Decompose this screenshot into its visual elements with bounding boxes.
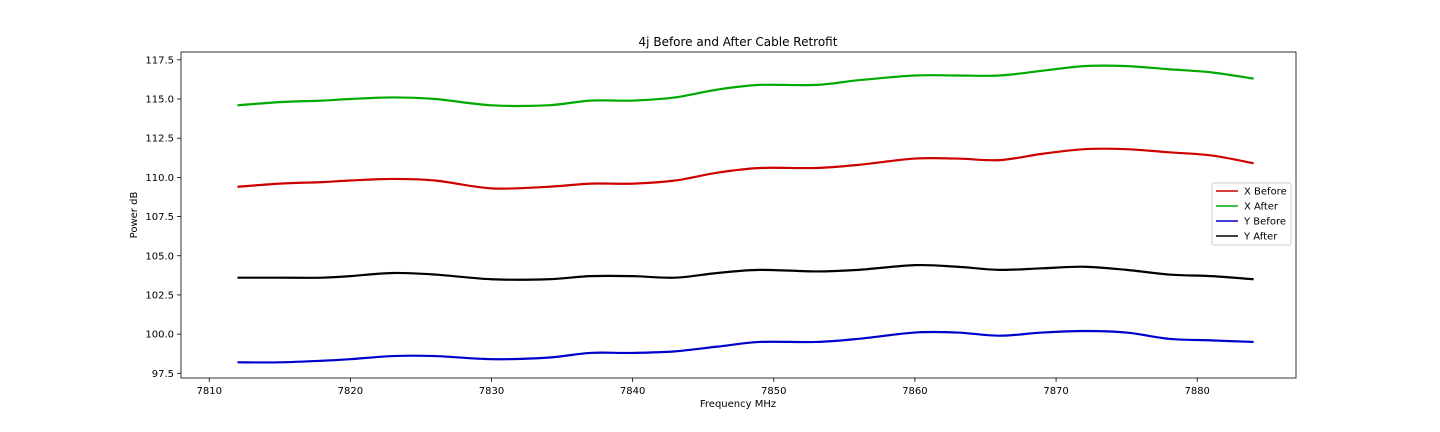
x-tick-label: 7810: [197, 386, 222, 397]
y-tick-label: 100.0: [145, 330, 174, 341]
x-tick-label: 7860: [902, 386, 927, 397]
x-tick-label: 7870: [1043, 386, 1068, 397]
x-axis: 7810 7820 7830 7840 7850 7860 7870 7880: [197, 378, 1210, 397]
x-tick-label: 7850: [761, 386, 786, 397]
y-tick-label: 102.5: [145, 290, 174, 301]
y-tick-label: 97.5: [152, 369, 174, 380]
plot-background: [181, 52, 1296, 378]
y-tick-label: 115.0: [145, 95, 174, 106]
legend-frame: [1211, 182, 1292, 246]
legend-label-y-after: Y After: [1243, 232, 1278, 243]
legend-label-y-before: Y Before: [1243, 217, 1286, 228]
x-axis-label: Frequency MHz: [700, 399, 776, 410]
y-axis: 97.5 100.0 102.5 105.0 107.5 110.0 112.5 115.0 1…: [145, 55, 181, 380]
chart-title: 4j Before and After Cable Retrofit: [639, 35, 838, 49]
series-line-y-before: [237, 329, 1254, 364]
y-tick-label: 112.5: [145, 134, 174, 145]
y-axis-label: Power dB: [129, 192, 140, 239]
legend: X Before X After Y Before Y After: [1211, 182, 1292, 246]
series-line-x-after: [237, 64, 1254, 108]
legend-label-x-after: X After: [1244, 202, 1279, 213]
legend-label-x-before: X Before: [1244, 187, 1287, 198]
plot-frame: [180, 51, 1297, 379]
series-layer: [237, 64, 1254, 364]
x-tick-label: 7880: [1184, 386, 1209, 397]
y-tick-label: 107.5: [145, 212, 174, 223]
x-tick-label: 7820: [338, 386, 363, 397]
x-tick-label: 7830: [479, 386, 504, 397]
series-line-y-after: [237, 263, 1254, 281]
y-tick-label: 117.5: [145, 55, 174, 66]
y-tick-label: 110.0: [145, 173, 174, 184]
x-tick-label: 7840: [620, 386, 645, 397]
series-line-x-before: [237, 147, 1254, 190]
y-tick-label: 105.0: [145, 251, 174, 262]
